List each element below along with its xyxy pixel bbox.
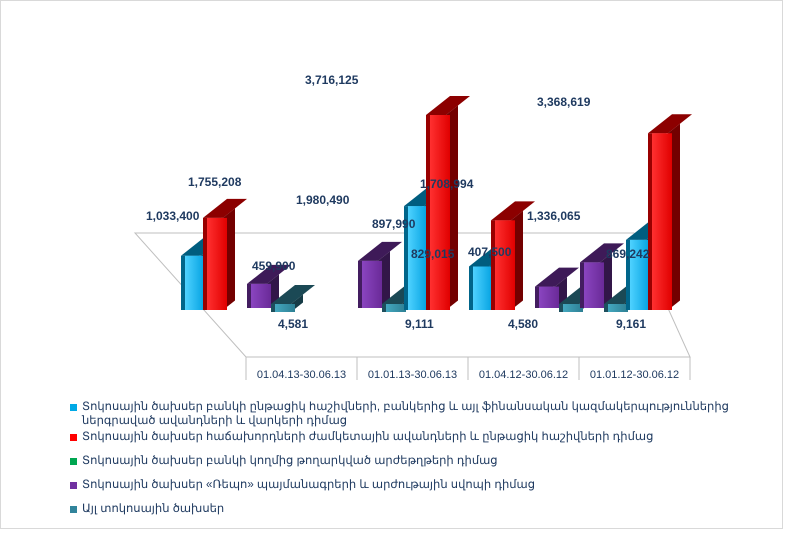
x-tick-label: 01.04.12-30.06.12: [479, 369, 568, 381]
bar-top-face: [648, 114, 692, 134]
x-tick-label: 01.04.13-30.06.13: [257, 369, 346, 381]
bar-front-face: [608, 304, 628, 312]
bar-top-face: [535, 267, 579, 287]
data-label: 1,755,208: [188, 175, 242, 189]
legend-swatch: [70, 482, 77, 489]
bar-front-face: [251, 283, 271, 308]
bar-series4: [358, 241, 402, 308]
bar-front-face: [386, 304, 406, 312]
legend-swatch: [70, 458, 77, 465]
bar-front-face: [408, 206, 428, 310]
bar-front-face: [584, 262, 604, 308]
bar-front-face: [207, 217, 227, 310]
legend-item: Այլ տոկոսային ծախսեր: [70, 502, 770, 516]
bar-top-face: [247, 264, 291, 284]
legend-swatch: [70, 404, 77, 411]
data-label: 1,980,490: [296, 193, 350, 207]
bar-series4: [580, 243, 624, 308]
data-label: 9,111: [405, 317, 434, 331]
bar-series2: [203, 198, 247, 310]
bar-series2: [491, 201, 535, 310]
data-label: 4,581: [278, 317, 308, 331]
bar-front-face: [473, 266, 493, 310]
legend-label: Տոկոսային ծախսեր «Ռեպո» պայմանագրերի և ա…: [82, 479, 536, 491]
data-label: 829,015: [411, 247, 455, 261]
bar-top-face: [426, 96, 470, 115]
bar-top-face: [358, 241, 402, 261]
data-label: 4,580: [508, 317, 538, 331]
bar-front-face: [185, 255, 205, 310]
data-label: 897,990: [372, 217, 416, 231]
bar-front-face: [563, 304, 583, 312]
legend-swatch: [70, 506, 77, 513]
legend-label: Տոկոսային ծախսեր հաճախորդների ժամկետային…: [82, 431, 654, 443]
bar-top-face: [491, 201, 535, 221]
legend-item: Տոկոսային ծախսեր բանկի կողմից թողարկված …: [70, 454, 770, 468]
data-label: 3,368,619: [537, 95, 591, 109]
legend-label: Տոկոսային ծախսեր բանկի կողմից թողարկված …: [82, 455, 498, 467]
bar-series4: [247, 264, 291, 308]
data-label: 459,900: [252, 259, 296, 273]
bar-series2: [648, 114, 692, 310]
legend-label: Տոկոսային ծախսեր բանկի ընթացիկ հաշիվների…: [82, 401, 729, 427]
bar-top-face: [580, 243, 624, 263]
legend-label: Այլ տոկոսային ծախսեր: [82, 503, 225, 515]
bar-front-face: [630, 239, 650, 310]
legend-item: Տոկոսային ծախսեր հաճախորդների ժամկետային…: [70, 430, 770, 444]
data-label: 869,242: [606, 247, 650, 261]
bar-top-face: [203, 198, 247, 218]
legend: Տոկոսային ծախսեր բանկի ընթացիկ հաշիվների…: [70, 400, 770, 526]
data-label: 407,500: [468, 245, 512, 259]
data-label: 1,336,065: [527, 209, 581, 223]
bar-series5: [271, 285, 315, 312]
bar-series2: [426, 96, 470, 310]
data-label: 9,161: [616, 317, 646, 331]
data-label: 1,033,400: [146, 209, 200, 223]
bar-top-face: [271, 285, 315, 304]
bar-front-face: [539, 286, 559, 308]
bar-front-face: [362, 260, 382, 308]
legend-item: Տոկոսային ծախսեր բանկի ընթացիկ հաշիվների…: [70, 400, 770, 428]
data-label: 3,716,125: [305, 73, 359, 87]
bar-front-face: [495, 220, 515, 310]
x-tick-label: 01.01.13-30.06.13: [368, 369, 457, 381]
bar-front-face: [652, 133, 672, 310]
data-label: 1,708,994: [420, 177, 474, 191]
x-tick-label: 01.01.12-30.06.12: [590, 369, 679, 381]
legend-item: Տոկոսային ծախսեր «Ռեպո» պայմանագրերի և ա…: [70, 478, 770, 492]
legend-swatch: [70, 434, 77, 441]
bar-front-face: [275, 304, 295, 312]
chart-plot-area: 1,033,400 1,755,208 459,900 4,581 1,980,490 3…: [133, 73, 692, 381]
bar-front-face: [430, 115, 450, 310]
